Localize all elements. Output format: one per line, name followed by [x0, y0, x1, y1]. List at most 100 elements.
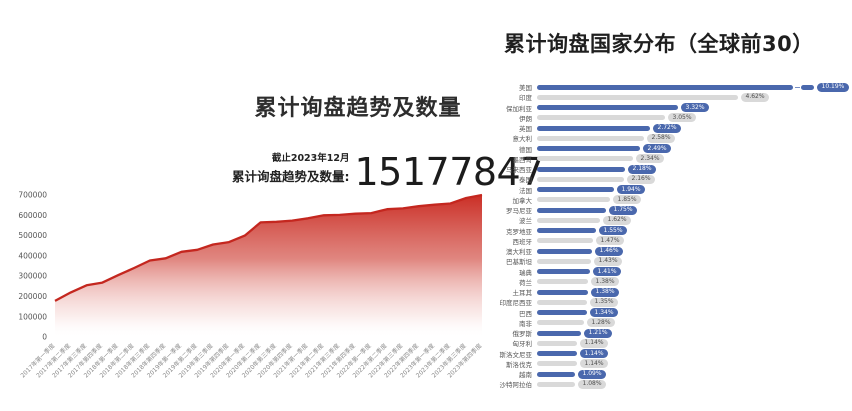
- bar: [537, 248, 592, 254]
- bar-track: 1.21%: [537, 328, 850, 338]
- bar: [537, 330, 581, 336]
- value-badge: 1.21%: [584, 328, 613, 338]
- bar-row: 巴西 1.34%: [488, 308, 850, 318]
- bar-row: 瑞典 1.41%: [488, 267, 850, 277]
- bar-row: 印度尼西亚 1.35%: [488, 297, 850, 307]
- bar-row: 土耳其 1.38%: [488, 287, 850, 297]
- value-badge: 1.14%: [580, 359, 609, 369]
- value-badge: 2.72%: [653, 123, 682, 133]
- bar-track: 1.09%: [537, 369, 850, 379]
- country-label: 越南: [519, 371, 532, 380]
- bar-row: 匈牙利 1.14%: [488, 338, 850, 348]
- bar-track: 1.35%: [537, 297, 850, 307]
- bar-row: 加拿大 1.85%: [488, 195, 850, 205]
- bar-row: 沙特阿拉伯 1.08%: [488, 379, 850, 389]
- bar-track: 3.05%: [537, 113, 850, 123]
- bar-track: 1.94%: [537, 185, 850, 195]
- bar-track: 1.85%: [537, 195, 850, 205]
- bar-track: 1.41%: [537, 267, 850, 277]
- country-label: 南非: [519, 319, 532, 328]
- value-badge: 10.19%: [817, 82, 849, 92]
- bar-row: 荷兰 1.38%: [488, 277, 850, 287]
- bar: [537, 146, 640, 152]
- country-label: 美国: [519, 84, 532, 93]
- bar-track: 2.49%: [537, 144, 850, 154]
- bar-row: 马来西亚 2.18%: [488, 164, 850, 174]
- trend-line: [54, 193, 483, 302]
- bar-track: 2.72%: [537, 123, 850, 133]
- y-axis-tick-label: 200000: [18, 292, 47, 301]
- bar: [537, 299, 587, 305]
- value-badge: 1.34%: [590, 308, 619, 318]
- bar: [537, 84, 793, 90]
- bar: [537, 166, 625, 172]
- bar-track: 1.47%: [537, 236, 850, 246]
- bar-row: 保加利亚 3.32%: [488, 103, 850, 113]
- value-badge: 2.18%: [628, 164, 657, 174]
- bar-row: 意大利 2.58%: [488, 133, 850, 143]
- bar: [537, 269, 590, 275]
- bar: [537, 156, 633, 162]
- bar: [537, 187, 614, 193]
- bar-track: 1.62%: [537, 215, 850, 225]
- bar-row: 南非 1.28%: [488, 318, 850, 328]
- value-badge: 1.35%: [590, 297, 619, 307]
- bar-track: 10.19%: [537, 82, 850, 92]
- bar: [537, 361, 577, 367]
- bar: [537, 94, 738, 100]
- bar-track: 1.38%: [537, 277, 850, 287]
- country-label: 土耳其: [512, 289, 533, 298]
- value-badge: 1.14%: [580, 338, 609, 348]
- value-badge: 1.08%: [578, 379, 607, 389]
- country-bar-list: 美国 10.19% 印度 4.62% 保加利亚 3.32% 伊朗 3.05% 英国 2.72% 意大…: [488, 82, 850, 390]
- country-label: 印度: [519, 94, 532, 103]
- bar-track: 1.38%: [537, 287, 850, 297]
- bar-track: 2.18%: [537, 164, 850, 174]
- bar-track: 1.75%: [537, 205, 850, 215]
- value-badge: 1.38%: [591, 287, 620, 297]
- bar-row: 法国 1.94%: [488, 185, 850, 195]
- bar-track: 1.43%: [537, 256, 850, 266]
- value-badge: 1.85%: [613, 195, 642, 205]
- bar: [537, 238, 593, 244]
- country-label: 墨西哥: [512, 155, 533, 164]
- value-badge: 2.34%: [636, 154, 665, 164]
- bar-row: 克罗地亚 1.55%: [488, 226, 850, 236]
- bar: [537, 105, 678, 111]
- bar: [537, 381, 575, 387]
- bar-row: 越南 1.09%: [488, 369, 850, 379]
- bar: [537, 279, 588, 285]
- country-label: 澳大利亚: [506, 248, 532, 257]
- country-label: 西班牙: [512, 237, 533, 246]
- value-badge: 1.43%: [594, 256, 623, 266]
- value-badge: 2.58%: [647, 133, 676, 143]
- value-badge: 3.05%: [668, 113, 697, 123]
- trend-area-chart: 0 100000 200000 300000 400000 500000 600000 700…: [0, 185, 490, 411]
- bar: [537, 228, 596, 234]
- y-axis-tick-label: 100000: [18, 312, 47, 321]
- bar-track: 4.62%: [537, 92, 850, 102]
- country-label: 巴西: [519, 309, 532, 318]
- y-axis-tick-label: 600000: [18, 211, 47, 220]
- y-axis-tick-label: 0: [42, 333, 47, 342]
- trend-chart-title: 累计询盘趋势及数量: [254, 96, 462, 121]
- bar-track: 2.16%: [537, 174, 850, 184]
- country-chart-title: 累计询盘国家分布（全球前30）: [504, 32, 814, 56]
- bar-track: 1.14%: [537, 338, 850, 348]
- y-axis-tick-label: 400000: [18, 252, 47, 261]
- value-badge: 2.49%: [643, 144, 672, 154]
- bar-track: 1.46%: [537, 246, 850, 256]
- axis-break-icon: [793, 85, 801, 90]
- y-axis-tick-label: 700000: [18, 191, 47, 200]
- bar-row: 斯洛伐克 1.14%: [488, 359, 850, 369]
- country-label: 保加利亚: [506, 104, 532, 113]
- bar-track: 2.34%: [537, 154, 850, 164]
- value-badge: 1.41%: [593, 267, 622, 277]
- value-badge: 1.94%: [617, 185, 646, 195]
- country-label: 印度尼西亚: [499, 299, 533, 308]
- bar: [537, 135, 644, 141]
- country-label: 法国: [519, 186, 532, 195]
- country-label: 荷兰: [519, 278, 532, 287]
- bar-track: 3.32%: [537, 103, 850, 113]
- bar-track: 1.34%: [537, 308, 850, 318]
